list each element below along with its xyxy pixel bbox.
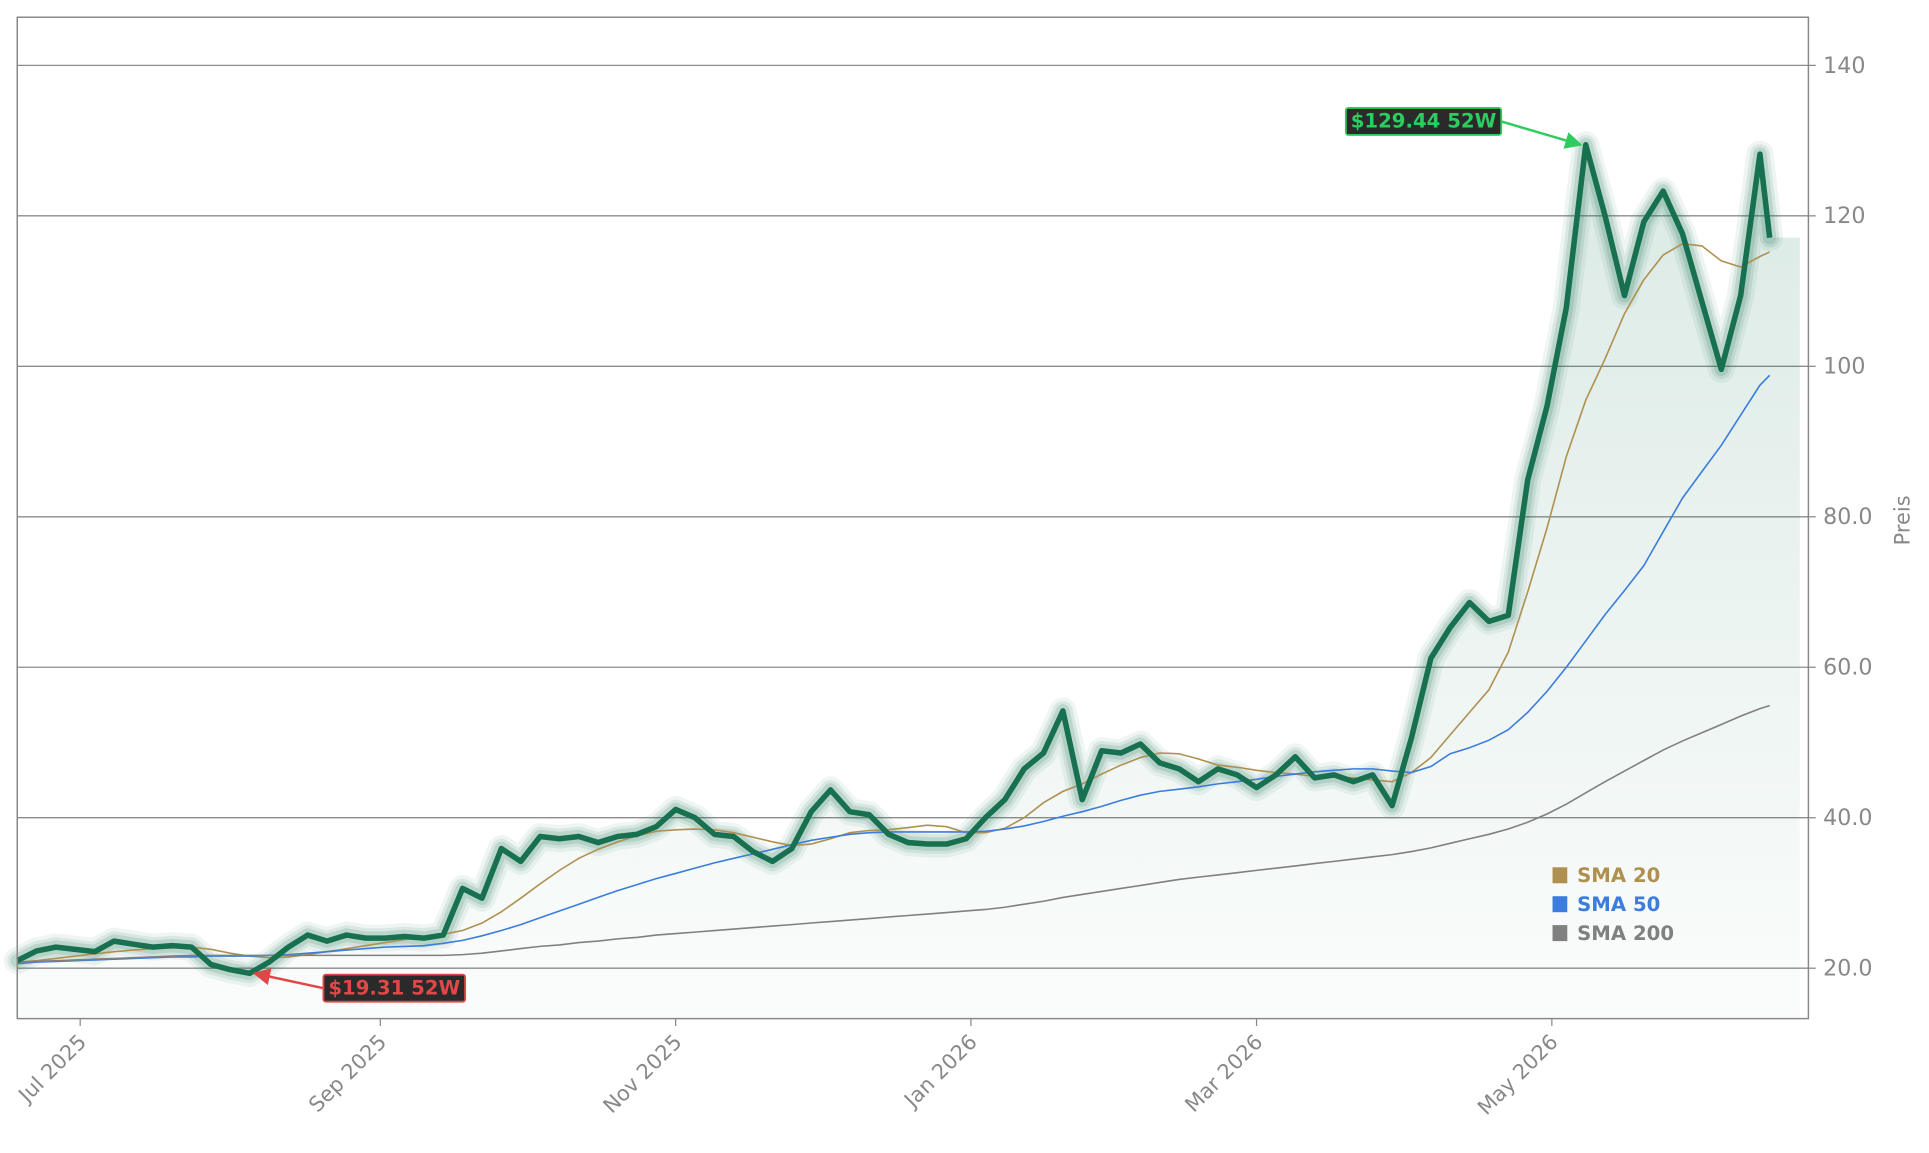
price-line xyxy=(16,142,1773,977)
y-tick-label: 80.0 xyxy=(1823,504,1872,530)
plot-frame xyxy=(16,16,1810,1020)
legend-label: SMA 50 xyxy=(1577,893,1660,916)
legend-swatch xyxy=(1552,925,1568,942)
y-tick-label: 140 xyxy=(1823,53,1865,79)
y-tick-label: 120 xyxy=(1823,203,1865,229)
y-tick-label: 60.0 xyxy=(1823,655,1872,681)
sma-line xyxy=(17,242,1771,963)
x-tick-label: May 2026 xyxy=(1473,1030,1563,1120)
y-tick-label: 100 xyxy=(1823,354,1865,380)
sma-line xyxy=(17,374,1771,965)
annotation-arrow xyxy=(252,968,324,990)
x-tick-label: Nov 2025 xyxy=(598,1030,686,1118)
legend-label: SMA 200 xyxy=(1577,922,1674,945)
sma-line xyxy=(17,704,1770,963)
y-tick-label: 40.0 xyxy=(1823,805,1872,831)
legend-swatch xyxy=(1552,867,1568,884)
annotation: $19.31 52W xyxy=(252,968,467,1003)
price-area xyxy=(17,144,1800,1019)
annotation-arrow xyxy=(1500,120,1583,149)
annotation-label: $129.44 52W xyxy=(1351,110,1497,133)
y-tick-label: 20.0 xyxy=(1823,956,1872,982)
x-tick-label: Jan 2026 xyxy=(898,1030,981,1113)
x-tick-label: Sep 2025 xyxy=(304,1030,391,1117)
annotation-label: $19.31 52W xyxy=(328,976,460,999)
legend-swatch xyxy=(1552,896,1568,913)
legend-label: SMA 20 xyxy=(1577,864,1660,887)
annotation: $129.44 52W xyxy=(1344,106,1583,149)
x-tick-label: Mar 2026 xyxy=(1180,1030,1267,1117)
annotation-box xyxy=(1344,106,1503,136)
x-tick-label: Jul 2025 xyxy=(13,1030,92,1109)
y-axis-label: Preis xyxy=(1890,495,1914,545)
